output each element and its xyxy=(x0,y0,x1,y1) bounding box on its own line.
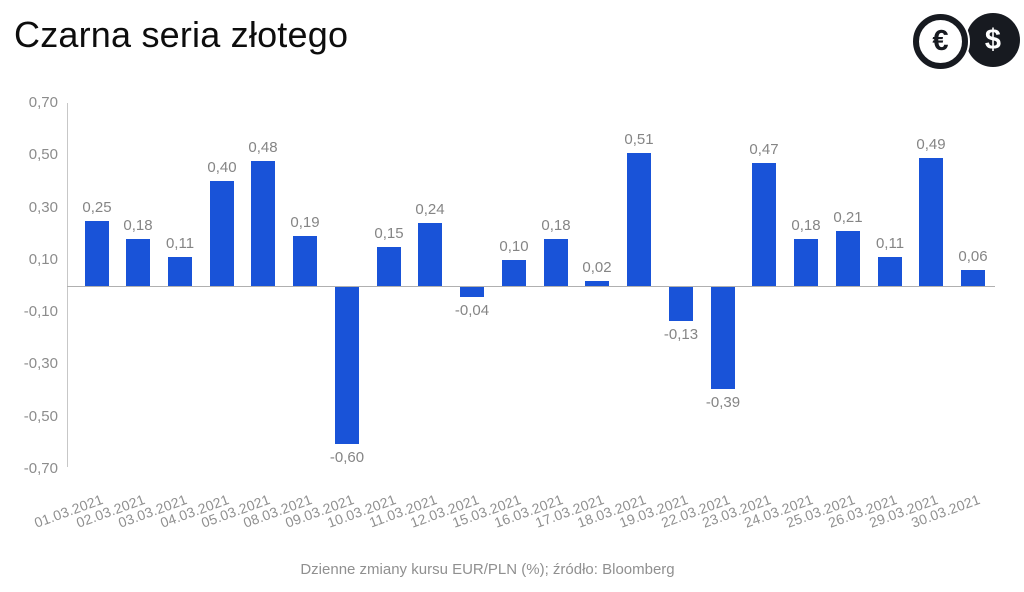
bar xyxy=(502,260,526,286)
bar-value-label: 0,02 xyxy=(582,259,612,276)
bar xyxy=(418,223,442,286)
dollar-symbol: $ xyxy=(984,23,1002,56)
bar-value-label: 0,18 xyxy=(123,217,153,234)
bar-value-label: -0,04 xyxy=(454,302,490,319)
bar-value-label: 0,49 xyxy=(916,136,946,153)
bar-value-label: 0,18 xyxy=(791,217,821,234)
bar xyxy=(794,239,818,286)
bar-value-label: 0,11 xyxy=(165,235,195,252)
bar-value-label: 0,06 xyxy=(958,248,988,265)
bar-value-label: 0,11 xyxy=(875,235,905,252)
y-axis-line xyxy=(67,103,68,467)
bar xyxy=(585,281,609,286)
y-axis-tick-label: -0,30 xyxy=(23,355,58,372)
bar-value-label: -0,60 xyxy=(329,449,365,466)
bar xyxy=(836,231,860,286)
bar-value-label: -0,39 xyxy=(705,394,741,411)
bar-value-label: 0,47 xyxy=(749,141,779,158)
bar-value-label: 0,15 xyxy=(374,225,404,242)
bar xyxy=(544,239,568,286)
bar-value-label: 0,19 xyxy=(290,214,320,231)
bar-value-label: 0,40 xyxy=(207,159,237,176)
chart-caption: Dzienne zmiany kursu EUR/PLN (%); źródło… xyxy=(300,561,675,578)
bar xyxy=(711,287,735,389)
bar-value-label: 0,24 xyxy=(415,201,445,218)
y-axis-tick-label: 0,10 xyxy=(28,251,58,268)
bar xyxy=(627,153,651,286)
y-axis-tick-label: -0,10 xyxy=(23,303,58,320)
y-axis-tick-label: 0,70 xyxy=(28,94,58,111)
y-axis-tick-label: -0,50 xyxy=(23,408,58,425)
bar xyxy=(878,257,902,286)
bar-value-label: 0,18 xyxy=(541,217,571,234)
bar-value-label: 0,48 xyxy=(248,139,278,156)
euro-coin-icon: € xyxy=(913,14,968,69)
bar xyxy=(335,287,359,444)
dollar-coin-icon: $ xyxy=(966,13,1020,67)
bar-value-label: 0,21 xyxy=(833,209,863,226)
page-title: Czarna seria złotego xyxy=(14,14,349,55)
bar xyxy=(293,236,317,286)
bar xyxy=(210,181,234,286)
bar xyxy=(251,161,275,286)
bar xyxy=(752,163,776,286)
bar xyxy=(126,239,150,286)
y-axis-tick-label: 0,30 xyxy=(28,199,58,216)
bar xyxy=(168,257,192,286)
bar-value-label: 0,25 xyxy=(82,199,112,216)
y-axis-tick-label: 0,50 xyxy=(28,146,58,163)
bar-value-label: -0,13 xyxy=(663,326,699,343)
bar-value-label: 0,10 xyxy=(499,238,529,255)
bar xyxy=(961,270,985,286)
euro-symbol: € xyxy=(932,25,949,57)
bar xyxy=(460,287,484,297)
bar xyxy=(669,287,693,321)
zero-line xyxy=(67,286,995,287)
bar-value-label: 0,51 xyxy=(624,131,654,148)
bar xyxy=(377,247,401,286)
y-axis-tick-label: -0,70 xyxy=(23,460,58,477)
bar xyxy=(919,158,943,286)
bar xyxy=(85,221,109,286)
